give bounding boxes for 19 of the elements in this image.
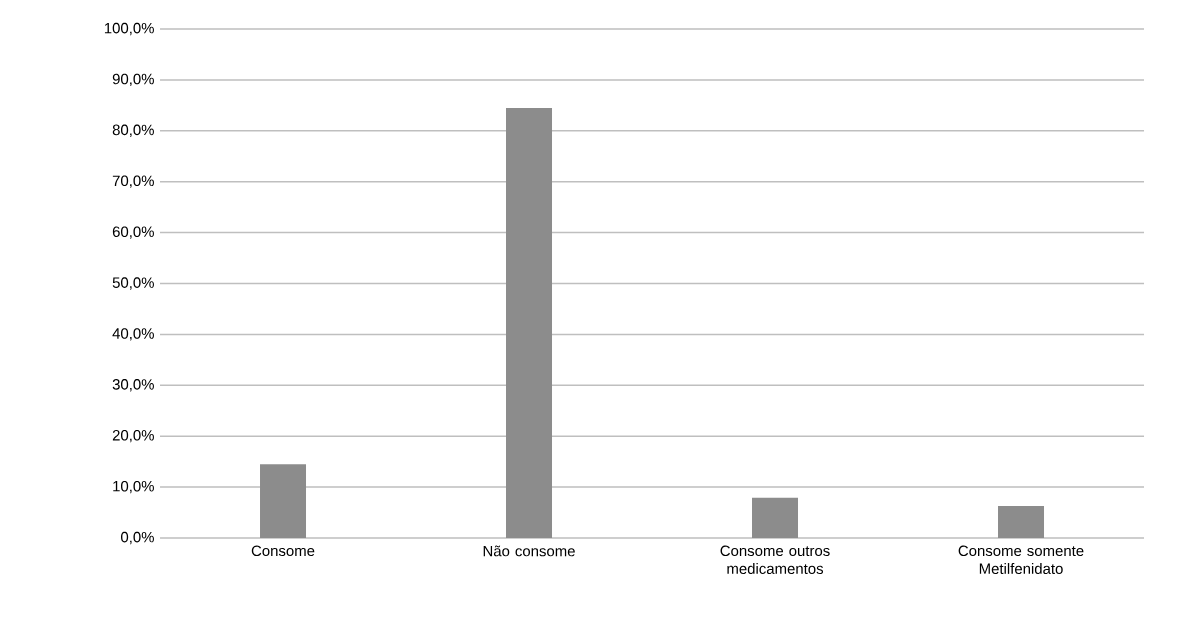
- y-tick-label: 80,0%: [112, 124, 154, 137]
- x-tick-label: Consome outros medicamentos: [720, 545, 830, 575]
- y-tick-label: 20,0%: [112, 430, 154, 443]
- bar: [506, 107, 553, 538]
- y-tick-label: 100,0%: [104, 22, 154, 36]
- y-tick-label: 70,0%: [112, 175, 154, 188]
- y-tick-label: 90,0%: [112, 73, 154, 87]
- y-tick-label: 40,0%: [112, 328, 154, 341]
- bar: [998, 505, 1045, 538]
- y-tick-label: 0,0%: [121, 531, 154, 545]
- bar: [260, 464, 307, 538]
- y-tick-label: 50,0%: [112, 277, 154, 290]
- x-tick-label: Consome somente Metilfenidato: [958, 545, 1084, 575]
- y-tick-label: 60,0%: [112, 226, 154, 239]
- x-tick-label: Não consome: [483, 545, 575, 557]
- x-tick-label: Consome: [251, 545, 315, 557]
- bar: [752, 497, 799, 538]
- y-tick-label: 10,0%: [113, 480, 154, 494]
- y-tick-label: 30,0%: [112, 379, 154, 392]
